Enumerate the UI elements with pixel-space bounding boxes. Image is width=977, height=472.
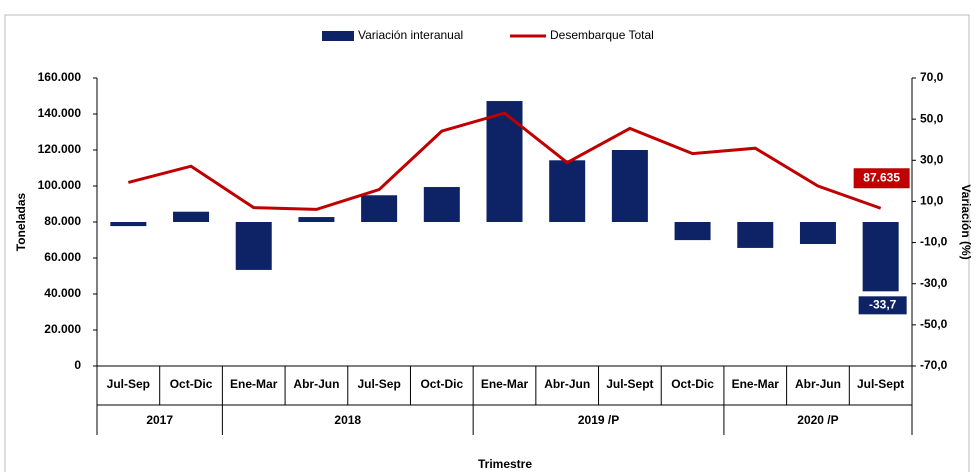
y-axis-title: Toneladas bbox=[14, 192, 28, 251]
group-label: 2017 bbox=[146, 413, 173, 427]
bar bbox=[298, 217, 335, 222]
legend-label: Desembarque Total bbox=[550, 28, 654, 42]
group-label: 2020 /P bbox=[797, 413, 838, 427]
y-tick-label: 120.000 bbox=[38, 142, 82, 156]
bar bbox=[737, 222, 774, 248]
data-label: 87.635 bbox=[863, 170, 900, 184]
data-label-box bbox=[853, 168, 910, 189]
x-tick-label: Jul-Sep bbox=[357, 377, 400, 391]
y2-tick-label: 70,0 bbox=[920, 70, 944, 84]
y2-tick-label: 50,0 bbox=[920, 111, 944, 125]
bar bbox=[549, 160, 586, 222]
x-tick-label: Oct-Dic bbox=[170, 377, 213, 391]
y2-tick-label: -70,0 bbox=[920, 358, 948, 372]
y2-tick-label: -10,0 bbox=[920, 235, 948, 249]
y2-axis-title: Variación (%) bbox=[959, 184, 973, 259]
y-tick-label: 40.000 bbox=[44, 286, 81, 300]
x-tick-label: Oct-Dic bbox=[420, 377, 463, 391]
x-tick-label: Jul-Sept bbox=[606, 377, 653, 391]
y-tick-label: 140.000 bbox=[38, 106, 82, 120]
x-tick-label: Ene-Mar bbox=[732, 377, 780, 391]
bar bbox=[674, 222, 711, 241]
bar bbox=[862, 222, 899, 292]
x-tick-label: Abr-Jun bbox=[795, 377, 841, 391]
data-label-box bbox=[858, 296, 907, 315]
x-axis-title: Trimestre bbox=[478, 457, 532, 471]
bar bbox=[611, 150, 648, 222]
x-tick-label: Jul-Sep bbox=[107, 377, 150, 391]
bar bbox=[235, 222, 272, 270]
y2-tick-label: 10,0 bbox=[920, 194, 944, 208]
y-tick-label: 80.000 bbox=[44, 214, 81, 228]
x-tick-label: Ene-Mar bbox=[230, 377, 278, 391]
bar bbox=[173, 211, 210, 222]
x-tick-label: Jul-Sept bbox=[857, 377, 904, 391]
x-tick-label: Abr-Jun bbox=[293, 377, 339, 391]
data-label: -33,7 bbox=[869, 297, 897, 311]
y-tick-label: 20.000 bbox=[44, 322, 81, 336]
line bbox=[127, 111, 882, 211]
y2-tick-label: 30,0 bbox=[920, 152, 944, 166]
y2-tick-label: -50,0 bbox=[920, 317, 948, 331]
x-tick-label: Abr-Jun bbox=[544, 377, 590, 391]
x-tick-label: Oct-Dic bbox=[671, 377, 714, 391]
bar bbox=[361, 195, 398, 222]
bar bbox=[799, 222, 836, 245]
bar bbox=[486, 101, 523, 222]
y2-tick-label: -30,0 bbox=[920, 276, 948, 290]
legend-swatch bbox=[322, 31, 354, 41]
y-tick-label: 160.000 bbox=[38, 70, 82, 84]
group-label: 2019 /P bbox=[578, 413, 619, 427]
x-tick-label: Ene-Mar bbox=[481, 377, 529, 391]
y-tick-label: 0 bbox=[74, 358, 81, 372]
bar bbox=[110, 222, 147, 227]
y-tick-label: 100.000 bbox=[38, 178, 82, 192]
legend-label: Variación interanual bbox=[358, 28, 463, 42]
bar bbox=[423, 187, 460, 222]
y-tick-label: 60.000 bbox=[44, 250, 81, 264]
group-label: 2018 bbox=[334, 413, 361, 427]
